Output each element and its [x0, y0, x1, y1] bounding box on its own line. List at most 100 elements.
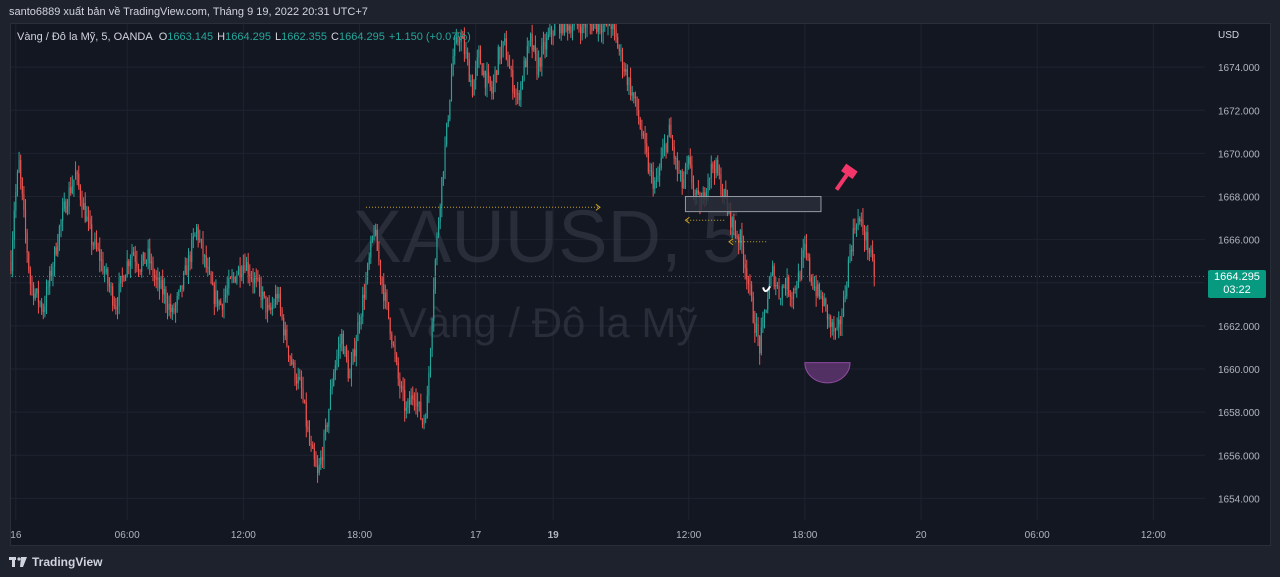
candle-body [836, 327, 838, 329]
candle-body [97, 247, 99, 250]
candle-body [204, 255, 206, 257]
time-tick-label: 16 [10, 530, 22, 541]
candle-body [639, 119, 641, 129]
candle-body [379, 260, 382, 278]
candle-body [365, 280, 367, 299]
candle-body [323, 433, 325, 461]
candle-body [255, 278, 257, 280]
candle-body [408, 400, 411, 405]
candle-body [342, 333, 344, 355]
time-tick-label: 12:00 [676, 530, 701, 541]
candle-body [50, 270, 52, 277]
candle-body [254, 278, 256, 284]
candle-body [609, 24, 611, 26]
candle-body [488, 72, 490, 77]
candle-body [449, 99, 451, 120]
candle-body [47, 286, 49, 288]
candle-body [15, 192, 17, 211]
price-tick-label: 1674.000 [1218, 63, 1260, 74]
candle-body [475, 67, 477, 81]
candle-body [442, 172, 444, 178]
candle-body [713, 168, 716, 173]
candle-body [102, 259, 104, 274]
candle-body [504, 38, 506, 42]
candle-body [236, 274, 238, 283]
candle-body [129, 259, 131, 267]
candle-body [659, 167, 661, 176]
candle-body [415, 399, 417, 407]
candle-body [762, 316, 764, 328]
candle-body [799, 272, 801, 280]
candle-body [518, 93, 520, 101]
candle-body [721, 194, 724, 196]
candle-body [560, 24, 562, 34]
candle-body [279, 293, 282, 309]
candle-body [468, 59, 470, 82]
candle-body [851, 249, 853, 252]
candle-body [170, 303, 172, 312]
candle-body [571, 26, 574, 33]
candle-body [541, 45, 543, 67]
candle-body [731, 217, 733, 228]
price-tick-label: 1662.000 [1218, 322, 1260, 333]
watermark-name: Vàng / Đô la Mỹ [399, 299, 698, 346]
candle-body [225, 293, 227, 299]
candle-body [34, 293, 36, 299]
candle-body [604, 24, 606, 25]
candle-body [867, 232, 869, 251]
candle-body [463, 38, 465, 54]
price-tick-label: 1668.000 [1218, 193, 1260, 204]
candle-body [617, 36, 619, 49]
candle-body [291, 358, 293, 365]
candle-body [781, 286, 783, 299]
candle-body [158, 277, 161, 289]
candle-body [142, 252, 144, 261]
candle-body [520, 82, 522, 101]
candle-body [258, 278, 261, 287]
candle-body [155, 277, 157, 280]
candle-body [418, 401, 420, 403]
candle-body [212, 282, 214, 285]
candle-body [843, 297, 845, 316]
candle-body [271, 305, 273, 310]
candle-body [625, 69, 627, 72]
candle-body [465, 51, 467, 54]
candle-body [759, 336, 761, 354]
legend-change: +1.150 (+0.07%) [388, 31, 471, 43]
candle-body [757, 324, 759, 337]
candle-body [162, 280, 164, 295]
candle-body [807, 254, 809, 258]
candle-body [194, 233, 196, 237]
candle-body [802, 250, 804, 257]
candle-body [231, 276, 233, 279]
candle-body [512, 69, 514, 93]
candle-body [804, 243, 806, 251]
candle-body [578, 24, 580, 27]
candle-body [573, 24, 575, 27]
candle-body [304, 399, 306, 403]
candle-body [620, 50, 622, 52]
candle-body [689, 156, 691, 166]
candle-body [83, 203, 85, 210]
chart-frame[interactable] [10, 23, 1271, 546]
candle-body [315, 459, 317, 467]
candle-body [646, 143, 648, 153]
candle-body [281, 308, 283, 319]
candle-body [462, 37, 464, 39]
candle-body [591, 24, 593, 31]
candle-body [450, 75, 453, 100]
candle-body [308, 429, 311, 444]
candle-body [434, 260, 436, 289]
candle-body [13, 210, 15, 240]
candle-body [607, 24, 609, 25]
candle-body [384, 292, 386, 301]
time-tick-label: 12:00 [1141, 530, 1166, 541]
candle-body [383, 284, 385, 301]
last-price-badge: 1664.295 03:22 [1208, 270, 1266, 298]
candle-body [815, 286, 817, 297]
candle-body [229, 278, 232, 280]
candle-body [399, 378, 401, 389]
candle-body [668, 124, 670, 136]
candle-body [862, 219, 864, 231]
